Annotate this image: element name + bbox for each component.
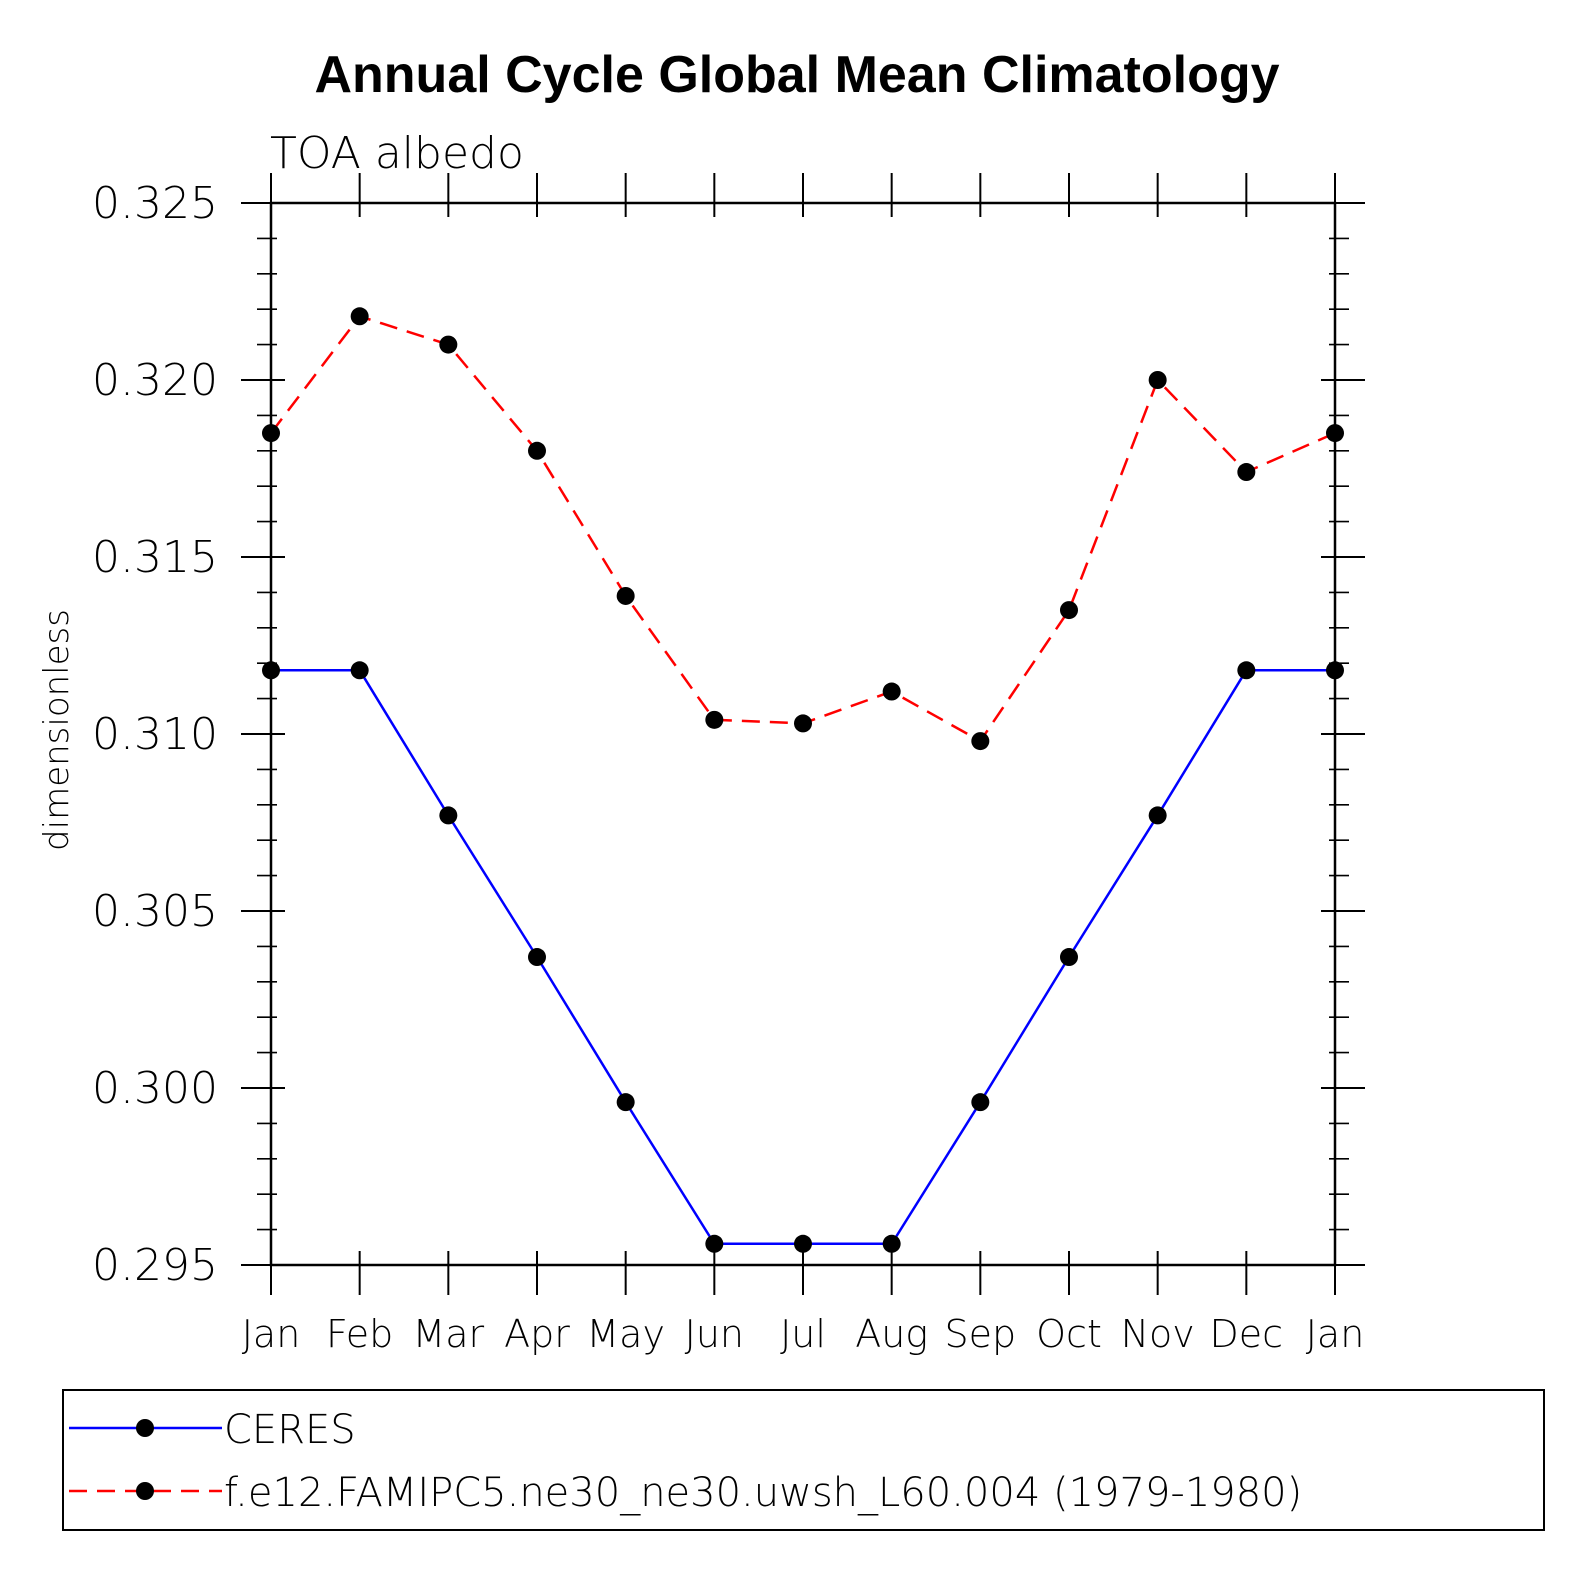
- data-point: [350, 661, 369, 680]
- x-tick-label: May: [586, 1312, 665, 1356]
- data-point: [1237, 661, 1256, 680]
- plot-frame: [269, 201, 1337, 1267]
- axis-ticks: [241, 173, 1365, 1295]
- legend-entry: CERES: [69, 1407, 356, 1453]
- legend-items: CERES f.e12.FAMIPC5.ne30_ne30.uwsh_L60.00…: [69, 1407, 1302, 1516]
- data-point: [350, 307, 369, 326]
- series-layer: [262, 307, 1344, 1253]
- legend-box: [62, 1389, 1545, 1531]
- x-tick-label: Oct: [1036, 1312, 1102, 1356]
- data-point: [971, 1093, 990, 1112]
- data-point: [882, 1234, 901, 1253]
- x-tick-label: Feb: [326, 1312, 393, 1356]
- data-point: [1148, 806, 1167, 825]
- data-point: [1148, 371, 1167, 389]
- data-point: [1326, 661, 1344, 680]
- data-point: [616, 1093, 635, 1112]
- x-tick-label: Jan: [242, 1312, 301, 1356]
- y-tick-label: 0.310: [92, 709, 218, 760]
- data-point: [1060, 948, 1078, 967]
- legend-label: CERES: [224, 1407, 356, 1453]
- chart-title: Annual Cycle Global Mean Climatology: [314, 46, 1279, 104]
- x-tick-label: Jan: [1306, 1312, 1365, 1356]
- series-1: [262, 307, 1344, 751]
- data-point: [528, 441, 546, 460]
- x-tick-label: Jul: [780, 1312, 826, 1356]
- data-point: [439, 806, 458, 825]
- x-tick-label: Aug: [855, 1312, 928, 1356]
- legend-label: f.e12.FAMIPC5.ne30_ne30.uwsh_L60.004 (19…: [224, 1470, 1302, 1516]
- data-point: [528, 948, 546, 967]
- series-line: [271, 669, 1335, 1246]
- y-tick-label: 0.320: [92, 355, 218, 406]
- data-point: [262, 424, 280, 443]
- data-point: [882, 682, 901, 701]
- x-tick-label: Jun: [685, 1312, 744, 1356]
- data-point: [794, 714, 812, 733]
- data-point: [439, 335, 458, 354]
- x-tick-labels: Jan Feb Mar Apr May Jun Jul Aug Sep Oct Nov Dec Jan: [242, 1312, 1365, 1356]
- x-tick-label: Nov: [1121, 1312, 1195, 1356]
- legend-marker: [136, 1482, 154, 1500]
- y-tick-labels: 0.295 0.300 0.305 0.310 0.315 0.320 0.325: [92, 178, 218, 1291]
- chart-subtitle: TOA albedo: [270, 128, 524, 179]
- legend-marker: [136, 1419, 154, 1437]
- data-point: [971, 732, 990, 751]
- y-tick-label: 0.325: [92, 178, 218, 229]
- y-tick-label: 0.300: [92, 1063, 218, 1114]
- data-point: [262, 661, 280, 680]
- series-line: [270, 314, 1336, 743]
- x-tick-label: Sep: [945, 1312, 1017, 1356]
- x-tick-label: Apr: [504, 1312, 570, 1356]
- y-tick-label: 0.295: [92, 1240, 218, 1291]
- y-tick-label: 0.305: [92, 886, 218, 937]
- x-tick-label: Mar: [412, 1312, 484, 1356]
- data-point: [1326, 424, 1344, 443]
- data-point: [705, 710, 724, 729]
- data-point: [705, 1234, 724, 1253]
- data-point: [1237, 463, 1256, 482]
- y-axis-label: dimensionless: [37, 609, 77, 851]
- y-tick-label: 0.315: [92, 532, 218, 583]
- data-point: [616, 586, 635, 605]
- data-point: [794, 1234, 812, 1253]
- series-0: [262, 661, 1344, 1253]
- x-tick-label: Dec: [1210, 1312, 1284, 1356]
- data-point: [1060, 601, 1078, 620]
- legend: CERES f.e12.FAMIPC5.ne30_ne30.uwsh_L60.00…: [62, 1389, 1545, 1531]
- legend-entry: f.e12.FAMIPC5.ne30_ne30.uwsh_L60.004 (19…: [69, 1470, 1302, 1516]
